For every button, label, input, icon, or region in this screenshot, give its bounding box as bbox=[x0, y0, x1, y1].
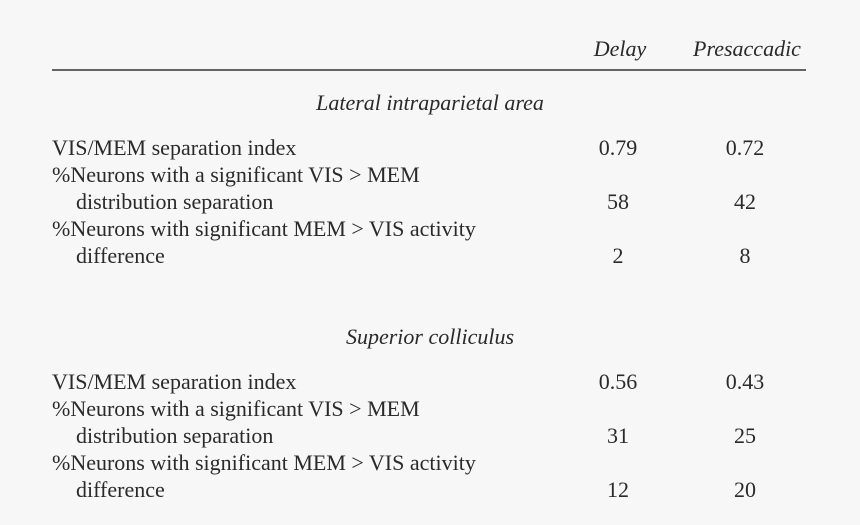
section-title: Lateral intraparietal area bbox=[315, 90, 544, 115]
cell-value: 0.56 bbox=[599, 369, 638, 394]
row-label: VIS/MEM separation index bbox=[52, 135, 296, 160]
row-label: difference bbox=[76, 477, 165, 502]
cell-value: 8 bbox=[740, 243, 751, 268]
row-label: difference bbox=[76, 243, 165, 268]
cell-value: 20 bbox=[734, 477, 756, 502]
section-title: Superior colliculus bbox=[346, 324, 514, 349]
cell-value: 0.72 bbox=[726, 135, 765, 160]
row-label: %Neurons with significant MEM > VIS acti… bbox=[52, 216, 476, 241]
column-header: Delay bbox=[593, 36, 647, 61]
row-label: distribution separation bbox=[76, 189, 273, 214]
column-header: Presaccadic bbox=[692, 36, 801, 61]
cell-value: 31 bbox=[607, 423, 629, 448]
cell-value: 0.43 bbox=[726, 369, 765, 394]
row-label: VIS/MEM separation index bbox=[52, 369, 296, 394]
cell-value: 0.79 bbox=[599, 135, 638, 160]
cell-value: 12 bbox=[607, 477, 629, 502]
cell-value: 25 bbox=[734, 423, 756, 448]
cell-value: 58 bbox=[607, 189, 629, 214]
row-label: distribution separation bbox=[76, 423, 273, 448]
cell-value: 42 bbox=[734, 189, 756, 214]
row-label: %Neurons with a significant VIS > MEM bbox=[52, 162, 420, 187]
row-label: %Neurons with significant MEM > VIS acti… bbox=[52, 450, 476, 475]
row-label: %Neurons with a significant VIS > MEM bbox=[52, 396, 420, 421]
cell-value: 2 bbox=[613, 243, 624, 268]
